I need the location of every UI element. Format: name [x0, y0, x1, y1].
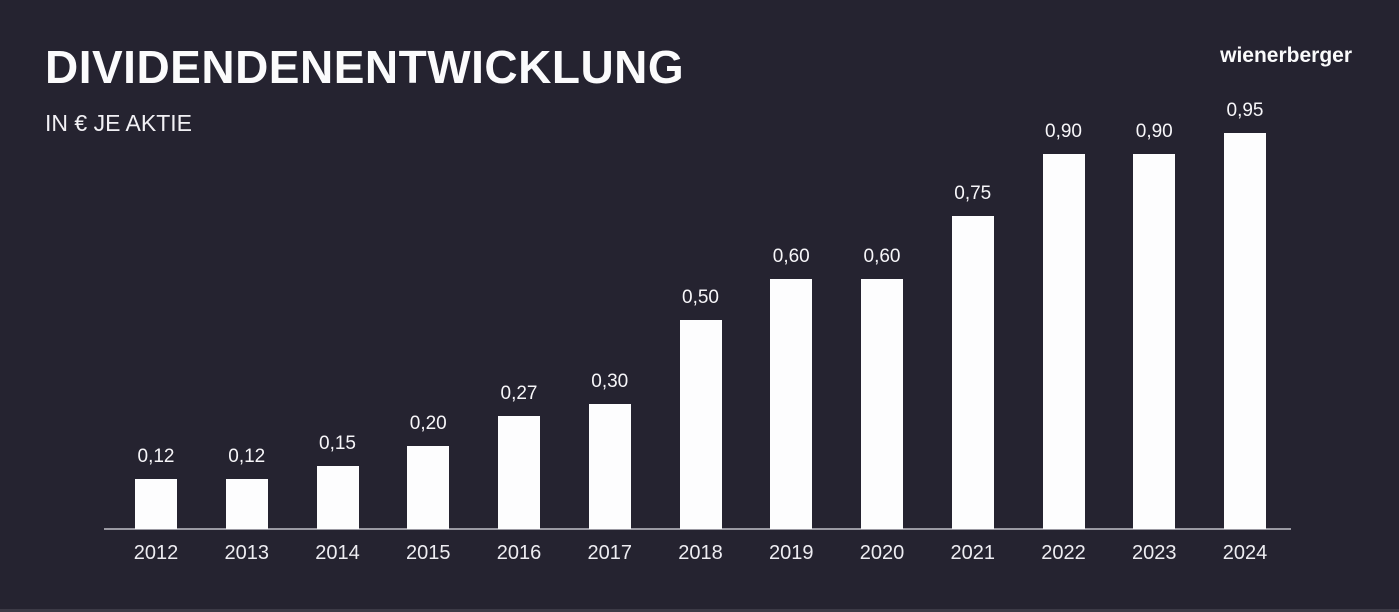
bar-value-label-2022: 0,90: [1045, 121, 1082, 142]
x-axis-tick-label-2022: 2022: [1041, 542, 1086, 564]
x-axis-tick-label-2020: 2020: [859, 542, 905, 564]
bar-2015: [407, 446, 450, 529]
x-axis-tick-label-2017: 2017: [587, 542, 633, 564]
x-axis-tick-label-2015: 2015: [406, 542, 451, 564]
bar-value-label-2023: 0,90: [1135, 121, 1173, 142]
bar-2021: [951, 216, 994, 529]
bar-value-label-2020: 0,60: [863, 246, 901, 267]
x-axis-tick-label-2023: 2023: [1132, 542, 1177, 564]
x-axis-line: [104, 528, 1291, 530]
bar-value-label-2018: 0,50: [682, 287, 719, 308]
bottom-edge-strip: [0, 609, 1399, 612]
bar-2024: [1224, 133, 1266, 529]
x-axis-tick-label-2021: 2021: [950, 542, 996, 564]
bar-value-label-2021: 0,75: [954, 183, 992, 204]
x-axis-tick-label-2014: 2014: [315, 542, 360, 564]
x-axis-tick-label-2019: 2019: [769, 542, 814, 564]
bar-value-label-2015: 0,20: [409, 413, 447, 434]
bar-2020: [861, 279, 903, 529]
bar-value-label-2014: 0,15: [319, 433, 356, 454]
bar-value-label-2024: 0,95: [1226, 100, 1264, 121]
bar-2013: [225, 479, 268, 529]
x-axis-tick-label-2016: 2016: [496, 542, 542, 564]
x-axis-tick-label-2012: 2012: [133, 542, 179, 564]
bar-2014: [316, 466, 359, 529]
bar-2023: [1133, 154, 1176, 529]
bar-value-label-2016: 0,27: [500, 383, 538, 404]
page-title: DIVIDENDENENTWICKLUNG: [45, 41, 685, 93]
bar-value-label-2019: 0,60: [772, 246, 810, 267]
bar-2022: [1042, 154, 1085, 529]
bar-value-label-2012: 0,12: [137, 446, 175, 467]
x-axis-tick-label-2024: 2024: [1222, 542, 1268, 564]
bar-value-label-2017: 0,30: [591, 371, 629, 392]
x-axis-tick-label-2013: 2013: [224, 542, 270, 564]
bar-2018: [679, 320, 722, 529]
chart-subtitle: IN € JE AKTIE: [45, 110, 192, 136]
bar-2012: [135, 479, 177, 529]
bar-2017: [588, 404, 631, 529]
wienerberger-logo: wienerberger: [1220, 44, 1352, 67]
bar-2016: [498, 416, 540, 529]
bar-value-label-2013: 0,12: [228, 446, 266, 467]
bar-2019: [770, 279, 813, 529]
x-axis-tick-label-2018: 2018: [678, 542, 723, 564]
